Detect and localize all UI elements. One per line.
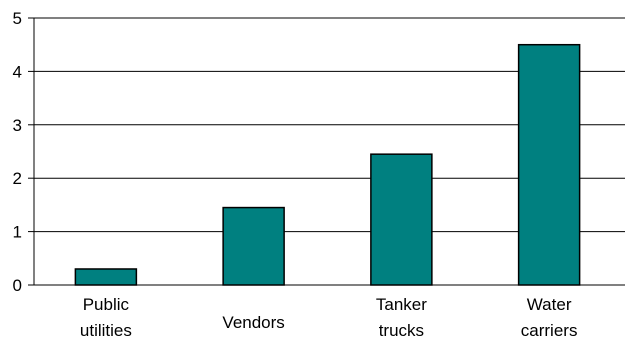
x-category-label-line: Water (527, 295, 572, 314)
x-category-label: Water carriers (521, 295, 578, 338)
x-category-label: Public utilities (80, 295, 132, 338)
x-category-label-line: trucks (379, 321, 424, 338)
y-tick-label: 4 (13, 62, 22, 81)
x-category-label: Vendors (222, 313, 284, 332)
bar (517, 43, 581, 286)
x-category-label-line: utilities (80, 321, 132, 338)
x-category-labels: Public utilities Vendors Tanker trucks Water c… (80, 295, 578, 338)
y-tick-label: 1 (13, 223, 22, 242)
x-category-label: Tanker trucks (376, 295, 427, 338)
y-tick-label: 3 (13, 116, 22, 135)
bar (74, 268, 138, 286)
x-category-label-line: Vendors (222, 313, 284, 332)
axes (28, 17, 625, 286)
y-tick-label: 5 (13, 9, 22, 28)
bar (222, 206, 285, 286)
bars (74, 43, 581, 286)
y-tick-label: 2 (13, 169, 22, 188)
y-tick-labels: 0 1 2 3 4 5 (13, 9, 22, 295)
y-tick-label: 0 (13, 276, 22, 295)
x-category-label-line: carriers (521, 321, 578, 338)
bar (370, 153, 433, 286)
x-category-label-line: Public (83, 295, 130, 314)
x-category-label-line: Tanker (376, 295, 427, 314)
